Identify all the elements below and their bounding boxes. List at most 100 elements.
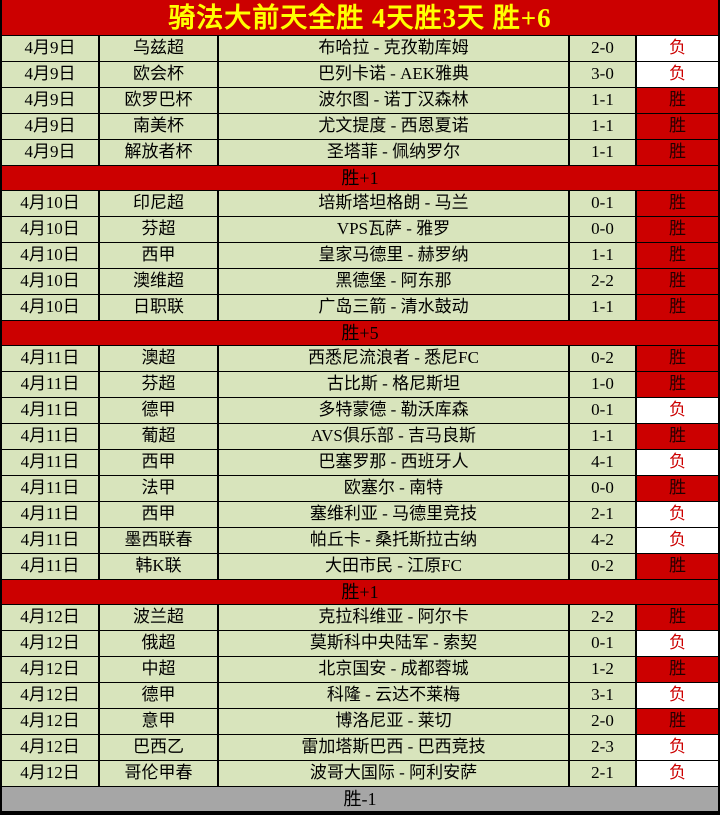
match-date-cell: 4月12日 <box>2 631 100 656</box>
match-pairing-cell: 莫斯科中央陆军 - 索契 <box>219 631 570 656</box>
match-pairing-cell: 培斯塔坦格朗 - 马兰 <box>219 191 570 216</box>
running-total-separator: 胜-1 <box>2 786 718 812</box>
match-row: 4月10日 日职联 广岛三箭 - 清水鼓动 1-1 胜 <box>2 295 718 321</box>
match-date-cell: 4月10日 <box>2 269 100 294</box>
match-date-cell: 4月12日 <box>2 735 100 760</box>
match-row: 4月10日 澳维超 黑德堡 - 阿东那 2-2 胜 <box>2 269 718 295</box>
score-cell: 0-2 <box>570 346 637 371</box>
score-cell: 2-0 <box>570 709 637 734</box>
result-badge: 胜 <box>637 372 718 397</box>
league-cell: 俄超 <box>100 631 219 656</box>
match-row: 4月12日 意甲 博洛尼亚 - 莱切 2-0 胜 <box>2 709 718 735</box>
match-date-cell: 4月12日 <box>2 761 100 786</box>
match-pairing-cell: AVS俱乐部 - 吉马良斯 <box>219 424 570 449</box>
score-cell: 3-1 <box>570 683 637 708</box>
match-pairing-cell: 科隆 - 云达不莱梅 <box>219 683 570 708</box>
match-pairing-cell: 波尔图 - 诺丁汉森林 <box>219 88 570 113</box>
match-pairing-cell: 西悉尼流浪者 - 悉尼FC <box>219 346 570 371</box>
match-date-cell: 4月10日 <box>2 217 100 242</box>
match-pairing-cell: 圣塔菲 - 佩纳罗尔 <box>219 140 570 165</box>
result-badge: 负 <box>637 735 718 760</box>
result-badge: 胜 <box>637 657 718 682</box>
league-cell: 中超 <box>100 657 219 682</box>
match-row: 4月11日 韩K联 大田市民 - 江原FC 0-2 胜 <box>2 554 718 580</box>
score-cell: 1-1 <box>570 295 637 320</box>
match-date-cell: 4月11日 <box>2 372 100 397</box>
result-badge: 胜 <box>637 191 718 216</box>
result-badge: 负 <box>637 450 718 475</box>
match-pairing-cell: 多特蒙德 - 勒沃库森 <box>219 398 570 423</box>
match-row: 4月11日 西甲 塞维利亚 - 马德里竞技 2-1 负 <box>2 502 718 528</box>
match-pairing-cell: 克拉科维亚 - 阿尔卡 <box>219 605 570 630</box>
match-row: 4月12日 哥伦甲春 波哥大国际 - 阿利安萨 2-1 负 <box>2 761 718 787</box>
score-cell: 0-1 <box>570 631 637 656</box>
score-cell: 1-0 <box>570 372 637 397</box>
result-badge: 负 <box>637 683 718 708</box>
score-cell: 2-0 <box>570 36 637 61</box>
match-pairing-cell: 大田市民 - 江原FC <box>219 554 570 579</box>
match-pairing-cell: 北京国安 - 成都蓉城 <box>219 657 570 682</box>
league-cell: 哥伦甲春 <box>100 761 219 786</box>
match-date-cell: 4月11日 <box>2 424 100 449</box>
result-badge: 负 <box>637 631 718 656</box>
match-pairing-cell: 皇家马德里 - 赫罗纳 <box>219 243 570 268</box>
score-cell: 1-1 <box>570 140 637 165</box>
match-row: 4月9日 乌兹超 布哈拉 - 克孜勒库姆 2-0 负 <box>2 36 718 62</box>
running-total-separator: 胜+5 <box>2 320 718 346</box>
match-row: 4月9日 欧会杯 巴列卡诺 - AEK雅典 3-0 负 <box>2 62 718 88</box>
match-date-cell: 4月11日 <box>2 528 100 553</box>
score-cell: 0-1 <box>570 191 637 216</box>
score-cell: 1-1 <box>570 88 637 113</box>
match-pairing-cell: 雷加塔斯巴西 - 巴西竞技 <box>219 735 570 760</box>
match-date-cell: 4月9日 <box>2 114 100 139</box>
result-badge: 胜 <box>637 140 718 165</box>
score-cell: 0-2 <box>570 554 637 579</box>
score-cell: 0-1 <box>570 398 637 423</box>
league-cell: 乌兹超 <box>100 36 219 61</box>
result-badge: 胜 <box>637 295 718 320</box>
match-date-cell: 4月9日 <box>2 36 100 61</box>
league-cell: 南美杯 <box>100 114 219 139</box>
league-cell: 墨西联春 <box>100 528 219 553</box>
result-badge: 负 <box>637 761 718 786</box>
match-row: 4月12日 巴西乙 雷加塔斯巴西 - 巴西竞技 2-3 负 <box>2 735 718 761</box>
result-badge: 胜 <box>637 346 718 371</box>
result-badge: 负 <box>637 528 718 553</box>
league-cell: 德甲 <box>100 398 219 423</box>
result-badge: 胜 <box>637 243 718 268</box>
match-row: 4月9日 南美杯 尤文提度 - 西恩夏诺 1-1 胜 <box>2 114 718 140</box>
match-row: 4月10日 印尼超 培斯塔坦格朗 - 马兰 0-1 胜 <box>2 191 718 217</box>
match-pairing-cell: VPS瓦萨 - 雅罗 <box>219 217 570 242</box>
match-pairing-cell: 塞维利亚 - 马德里竞技 <box>219 502 570 527</box>
match-row: 4月12日 俄超 莫斯科中央陆军 - 索契 0-1 负 <box>2 631 718 657</box>
result-badge: 胜 <box>637 217 718 242</box>
match-pairing-cell: 欧塞尔 - 南特 <box>219 476 570 501</box>
match-date-cell: 4月12日 <box>2 683 100 708</box>
match-row: 4月11日 澳超 西悉尼流浪者 - 悉尼FC 0-2 胜 <box>2 346 718 372</box>
match-row: 4月12日 波兰超 克拉科维亚 - 阿尔卡 2-2 胜 <box>2 605 718 631</box>
match-pairing-cell: 巴列卡诺 - AEK雅典 <box>219 62 570 87</box>
result-badge: 胜 <box>637 269 718 294</box>
result-badge: 负 <box>637 36 718 61</box>
league-cell: 波兰超 <box>100 605 219 630</box>
league-cell: 欧罗巴杯 <box>100 88 219 113</box>
result-badge: 胜 <box>637 88 718 113</box>
match-pairing-cell: 黑德堡 - 阿东那 <box>219 269 570 294</box>
match-date-cell: 4月11日 <box>2 476 100 501</box>
result-badge: 胜 <box>637 114 718 139</box>
match-date-cell: 4月11日 <box>2 346 100 371</box>
match-pairing-cell: 古比斯 - 格尼斯坦 <box>219 372 570 397</box>
league-cell: 韩K联 <box>100 554 219 579</box>
result-badge: 胜 <box>637 605 718 630</box>
league-cell: 欧会杯 <box>100 62 219 87</box>
score-cell: 1-1 <box>570 114 637 139</box>
match-pairing-cell: 波哥大国际 - 阿利安萨 <box>219 761 570 786</box>
match-row: 4月11日 法甲 欧塞尔 - 南特 0-0 胜 <box>2 476 718 502</box>
match-date-cell: 4月9日 <box>2 62 100 87</box>
score-cell: 0-0 <box>570 217 637 242</box>
score-cell: 0-0 <box>570 476 637 501</box>
score-cell: 2-2 <box>570 605 637 630</box>
match-row: 4月12日 德甲 科隆 - 云达不莱梅 3-1 负 <box>2 683 718 709</box>
league-cell: 法甲 <box>100 476 219 501</box>
